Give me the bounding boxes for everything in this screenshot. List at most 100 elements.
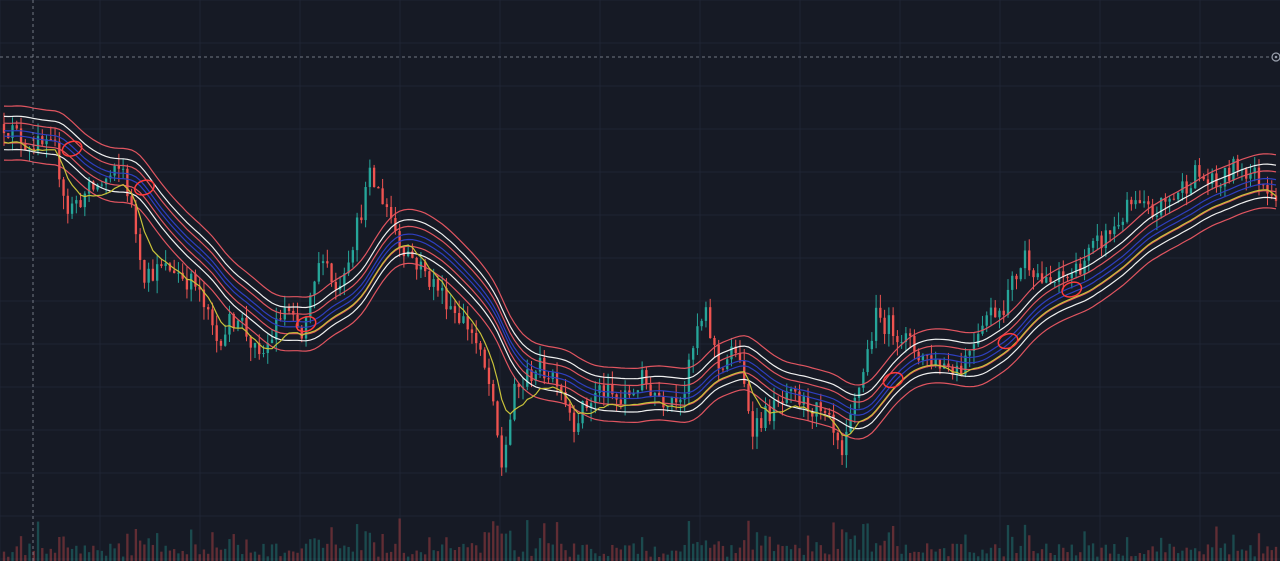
candle xyxy=(747,380,750,414)
candle-body xyxy=(258,343,261,355)
candle-body xyxy=(713,337,716,345)
candle-body xyxy=(925,354,929,356)
volume-bar xyxy=(1189,549,1193,561)
candle-body xyxy=(1181,181,1184,193)
candle-body xyxy=(1257,167,1261,185)
candle-body xyxy=(836,432,839,441)
volume-bar xyxy=(802,554,805,561)
candle-body xyxy=(83,193,86,208)
volume-bar xyxy=(232,534,235,561)
candle-body xyxy=(279,318,282,320)
candle xyxy=(857,386,861,409)
volume-bar xyxy=(219,549,223,561)
volume-bar xyxy=(470,543,474,561)
candle-body xyxy=(1011,275,1014,290)
candle xyxy=(492,379,495,406)
candle xyxy=(534,370,537,386)
volume-bar xyxy=(385,552,389,561)
candle xyxy=(1117,212,1120,230)
candle-body xyxy=(441,287,444,291)
candle-body xyxy=(232,313,235,328)
candle-body xyxy=(462,316,465,323)
volume-bar xyxy=(619,549,623,561)
volume-bar xyxy=(283,552,286,561)
volume-bar xyxy=(1240,549,1244,561)
candle xyxy=(1040,261,1044,284)
volume-bar xyxy=(862,524,865,561)
candle-body xyxy=(726,359,729,370)
candle-body xyxy=(326,261,329,264)
volume-bar xyxy=(1168,543,1171,561)
candle-body xyxy=(989,307,993,316)
candle-body xyxy=(772,400,776,422)
candle xyxy=(594,381,597,414)
candle-body xyxy=(840,440,844,456)
candle-body xyxy=(1168,198,1171,202)
candle xyxy=(185,266,189,299)
candle-body xyxy=(300,327,303,339)
candle xyxy=(381,178,384,205)
ma-band-line xyxy=(3,142,1277,423)
volume-bar xyxy=(215,547,218,561)
touch-marker-circle xyxy=(295,315,317,333)
volume-bar xyxy=(615,547,618,561)
volume-bar xyxy=(475,545,478,561)
candle xyxy=(151,259,155,282)
candle-body xyxy=(321,261,325,264)
volume-bar xyxy=(653,546,657,561)
candle-body xyxy=(155,264,159,281)
volume-bar xyxy=(28,543,31,561)
candle-body xyxy=(58,141,61,180)
candle xyxy=(194,269,197,291)
volume-bar xyxy=(751,549,754,561)
candle xyxy=(874,294,878,349)
candle-body xyxy=(594,392,597,404)
volume-bar xyxy=(1151,546,1154,561)
volume-bar xyxy=(151,544,155,561)
candle xyxy=(377,186,380,189)
volume-bar xyxy=(985,553,988,561)
volume-bar xyxy=(402,552,406,561)
volume-bar xyxy=(338,548,342,561)
volume-bar xyxy=(130,555,133,561)
volume-bar xyxy=(177,553,180,561)
volume-bar xyxy=(772,551,776,561)
candle xyxy=(1202,173,1205,181)
volume-bar xyxy=(458,547,461,561)
candle-body xyxy=(1228,167,1231,181)
candle-body xyxy=(1151,204,1154,217)
volume-bar xyxy=(492,521,495,561)
volume-bar xyxy=(1019,545,1022,561)
volume-bar xyxy=(517,556,520,561)
volume-bar xyxy=(275,543,278,561)
volume-bar xyxy=(300,548,303,561)
volume-bar xyxy=(1219,547,1222,561)
candle-body xyxy=(555,372,559,387)
candle-body xyxy=(385,204,389,208)
candle xyxy=(292,302,295,322)
candle-body xyxy=(934,358,937,366)
volume-bar xyxy=(296,552,299,561)
volume-bar xyxy=(423,554,427,561)
candle xyxy=(1011,271,1014,301)
volume-bar xyxy=(121,556,125,561)
volume-bar xyxy=(1108,553,1112,561)
volume-bar xyxy=(49,548,52,561)
volume-bar xyxy=(1253,556,1256,561)
candle-body xyxy=(951,366,954,375)
volume-bar xyxy=(1040,549,1044,561)
volume-bar xyxy=(432,550,435,561)
volume-bar xyxy=(504,533,508,561)
candle-body xyxy=(432,279,435,287)
candle xyxy=(496,400,499,438)
volume-bar xyxy=(726,556,729,561)
candle-body xyxy=(372,167,376,188)
candle xyxy=(1023,240,1027,280)
candle xyxy=(925,353,929,368)
candle xyxy=(977,323,980,348)
candle xyxy=(58,132,61,188)
candle-body xyxy=(798,391,801,405)
crosshair-settings-icon[interactable] xyxy=(1271,52,1280,62)
volume-bar xyxy=(58,537,61,561)
